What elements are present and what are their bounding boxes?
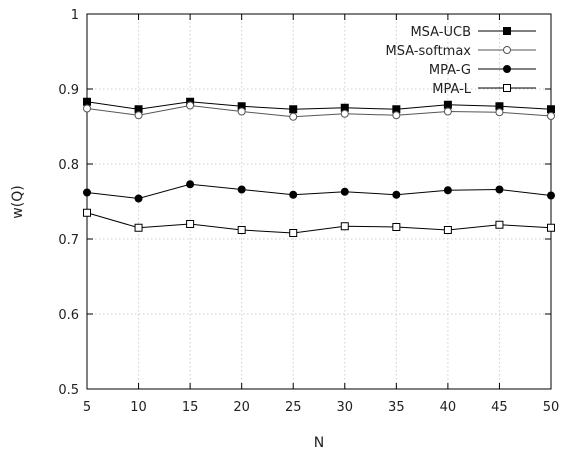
series-line [86, 104, 552, 118]
data-point [186, 101, 195, 110]
x-tick-label: 5 [83, 400, 91, 415]
data-point [443, 107, 452, 116]
data-point [340, 187, 349, 196]
data-point [237, 226, 246, 234]
legend-item: MSA-UCB [410, 25, 536, 40]
data-point [495, 185, 504, 194]
data-point [392, 223, 401, 231]
series-mpa-l [83, 208, 555, 237]
legend-marker [503, 27, 511, 35]
data-point [547, 105, 555, 114]
x-tick-label: 35 [388, 400, 405, 415]
data-point [547, 223, 555, 232]
legend-label: MSA-softmax [385, 44, 471, 59]
legend-marker [503, 65, 511, 73]
data-point [443, 186, 452, 195]
data-point [83, 188, 91, 197]
data-point [340, 109, 349, 118]
x-tick-label: 30 [337, 400, 354, 415]
y-tick-label: 0.8 [58, 158, 79, 173]
x-tick-label: 20 [233, 400, 250, 415]
y-tick-label: 0.6 [58, 308, 79, 323]
data-point [443, 100, 452, 109]
data-point [289, 190, 298, 199]
data-point [186, 180, 195, 189]
plot-frame [86, 13, 552, 390]
series-line [86, 101, 552, 110]
data-point [186, 220, 195, 228]
y-tick-label: 0.5 [58, 383, 79, 398]
x-axis-title: N [314, 435, 324, 450]
legend-label: MPA-L [432, 82, 472, 97]
legend-marker [503, 84, 511, 92]
x-tick-label: 45 [491, 400, 508, 415]
data-point [443, 226, 452, 234]
data-point [83, 104, 91, 113]
legend-item: MPA-G [429, 63, 536, 78]
data-point [547, 112, 555, 120]
y-tick-label: 0.7 [58, 233, 79, 248]
series-line [86, 183, 552, 200]
x-tick-label: 50 [543, 400, 560, 415]
legend: MSA-UCB MSA-softmax MPA-G MPA-L [385, 25, 536, 97]
x-tick-label: 25 [285, 400, 302, 415]
legend-label: MSA-UCB [410, 25, 471, 40]
series-line [86, 212, 552, 234]
legend-item: MSA-softmax [385, 44, 536, 59]
data-point [289, 229, 298, 237]
data-point [392, 111, 401, 120]
data-point [495, 220, 504, 229]
legend-marker [503, 46, 511, 54]
data-point [289, 112, 298, 121]
legend-label: MPA-G [429, 63, 471, 78]
x-tick-label: 10 [130, 400, 147, 415]
legend-item: MPA-L [432, 82, 536, 97]
grid [87, 14, 551, 389]
series-mpa-g [83, 180, 555, 203]
data-point [392, 190, 401, 199]
data-point [134, 111, 143, 120]
data-point [289, 105, 298, 114]
data-point [237, 107, 246, 116]
data-point [547, 191, 555, 200]
data-point [83, 97, 91, 106]
data-point [340, 222, 349, 231]
data-point [134, 194, 143, 203]
y-tick-label: 1 [71, 8, 79, 23]
series-msa-ucb [83, 97, 555, 114]
data-point [83, 208, 91, 217]
y-tick-label: 0.9 [58, 83, 79, 98]
series-msa-softmax [83, 101, 555, 121]
series-group [83, 97, 555, 237]
data-point [237, 185, 246, 194]
axes: 5 10 15 20 25 30 35 40 45 50 0.5 0.6 0.7 0.8 0.9 1 [58, 8, 559, 415]
x-tick-label: 40 [440, 400, 457, 415]
data-point [134, 223, 143, 232]
data-point [495, 108, 504, 117]
y-axis-title: w(Q) [10, 185, 26, 218]
x-tick-label: 15 [182, 400, 199, 415]
